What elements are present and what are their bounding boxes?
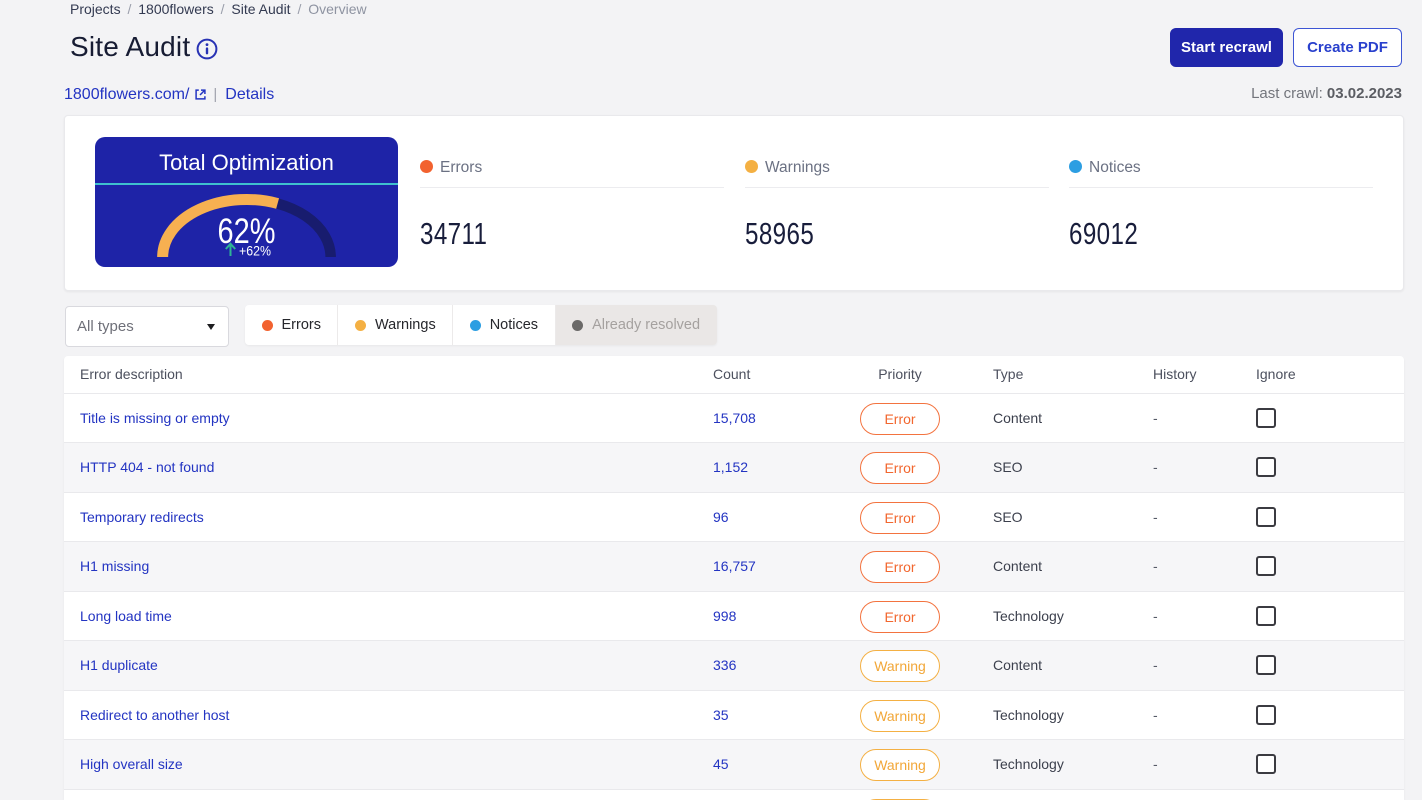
svg-text:+62%: +62% bbox=[239, 244, 271, 259]
svg-text:62%: 62% bbox=[218, 212, 276, 251]
